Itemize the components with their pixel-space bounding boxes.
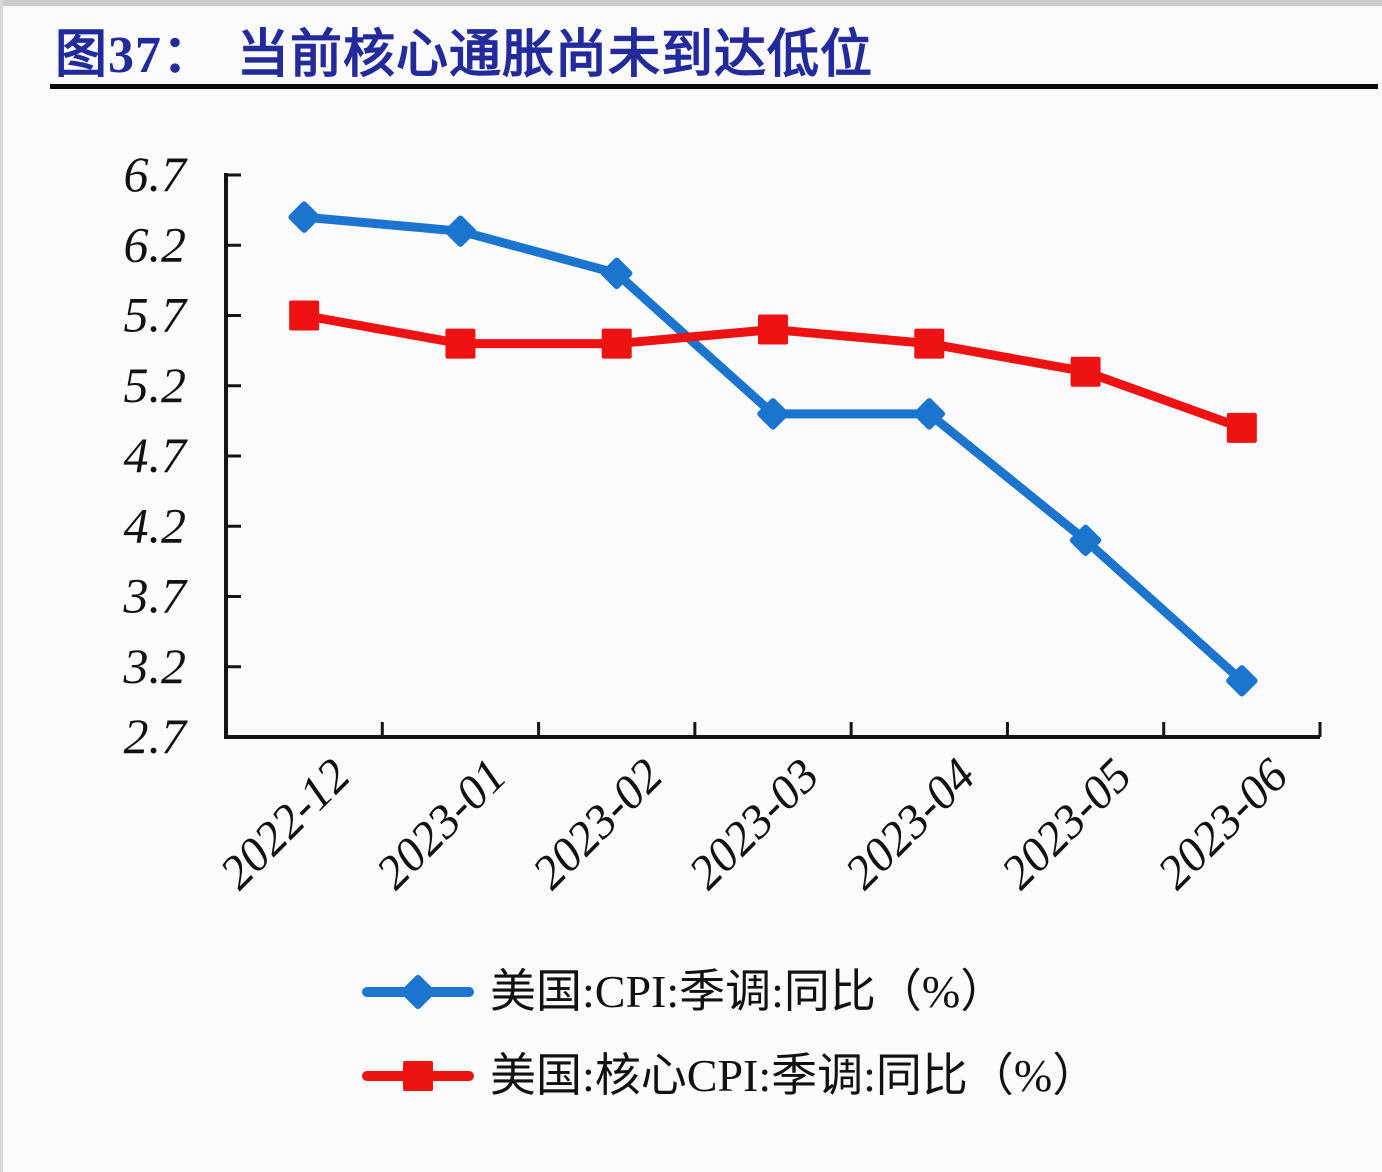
- figure-title: 图37： 当前核心通胀尚未到达低位: [55, 12, 1335, 87]
- data-point-square: [601, 328, 632, 359]
- square-marker-icon: [403, 1061, 433, 1091]
- x-axis-tick-label: 2023-01: [366, 749, 517, 900]
- data-point-diamond: [1226, 665, 1258, 697]
- legend-swatch-core-cpi: [362, 1052, 474, 1100]
- legend-label-core-cpi: 美国:核心CPI:季调:同比（%）: [490, 1050, 1099, 1101]
- legend-swatch-cpi: [362, 968, 474, 1016]
- y-axis-tick-label: 3.2: [123, 638, 187, 694]
- data-point-diamond: [444, 215, 477, 247]
- y-axis-tick-label: 5.7: [124, 287, 189, 343]
- x-axis-tick-label: 2023-06: [1148, 749, 1299, 900]
- data-point-diamond: [288, 201, 320, 233]
- y-axis-tick-label: 4.7: [124, 427, 189, 483]
- data-point-square: [445, 328, 476, 359]
- data-point-square: [289, 300, 320, 331]
- y-axis-tick-label: 6.7: [124, 146, 189, 202]
- y-axis-tick-label: 4.2: [124, 497, 187, 553]
- figure-title-text: 当前核心通胀尚未到达低位: [237, 27, 874, 84]
- data-point-square: [1070, 356, 1101, 387]
- page-left-border: [0, 0, 3, 1172]
- y-axis-tick-label: 5.2: [124, 357, 187, 413]
- title-divider: [50, 84, 1378, 89]
- x-axis-tick-label: 2022-12: [210, 749, 361, 900]
- x-axis-tick-label: 2023-03: [679, 749, 830, 900]
- data-point-square: [1226, 412, 1257, 443]
- legend-item-core-cpi: 美国:核心CPI:季调:同比（%）: [362, 1052, 1098, 1100]
- y-axis-tick-label: 3.7: [123, 568, 189, 624]
- data-point-diamond: [913, 398, 946, 430]
- data-point-diamond: [600, 257, 633, 290]
- page-top-border: [0, 0, 1382, 6]
- x-axis-tick-label: 2023-02: [522, 749, 673, 900]
- x-axis-tick-label: 2023-04: [835, 749, 986, 900]
- x-axis-tick-label: 2023-05: [991, 749, 1142, 900]
- legend-item-cpi: 美国:CPI:季调:同比（%）: [362, 968, 1006, 1016]
- data-point-square: [758, 314, 788, 345]
- legend-label-cpi: 美国:CPI:季调:同比（%）: [490, 966, 1007, 1017]
- data-point-diamond: [1069, 524, 1102, 557]
- data-point-square: [914, 328, 945, 359]
- y-axis-tick-label: 2.7: [124, 708, 189, 764]
- diamond-marker-icon: [399, 973, 437, 1011]
- data-point-diamond: [757, 398, 789, 430]
- y-axis-tick-label: 6.2: [124, 216, 187, 272]
- series-line-0: [303, 212, 1245, 685]
- figure-number: 图37：: [55, 27, 216, 84]
